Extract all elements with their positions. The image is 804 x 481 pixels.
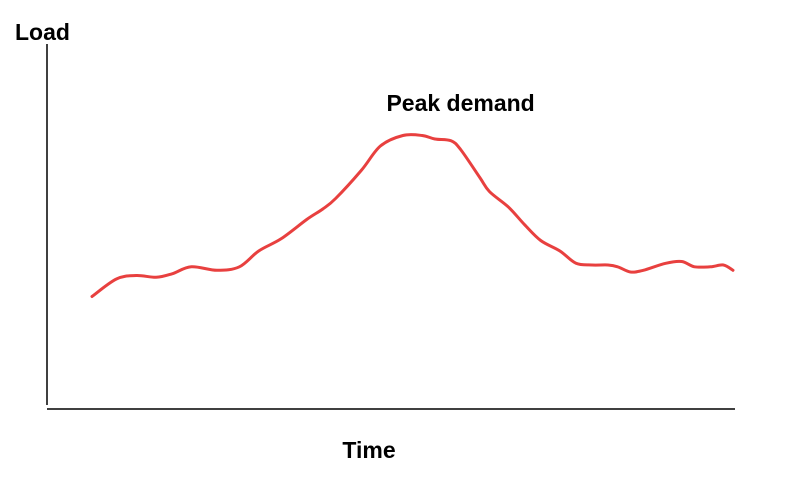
y-axis-label: Load: [15, 19, 70, 45]
series-layer: [90, 133, 735, 298]
x-axis-label: Time: [342, 437, 395, 463]
annotation-layer: Peak demand: [386, 90, 534, 116]
annotation-peak-demand: Peak demand: [386, 90, 534, 116]
series-line-0: [90, 133, 735, 298]
